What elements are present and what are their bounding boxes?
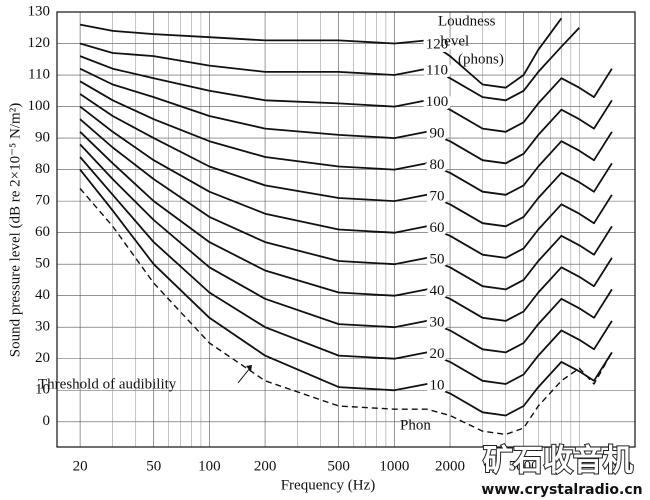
loudness-curve <box>79 169 613 417</box>
curve-label: 40 <box>429 283 444 299</box>
loudness-curve <box>79 118 613 291</box>
y-tick-label: 0 <box>43 413 51 429</box>
curve-label: 70 <box>429 188 444 204</box>
curve-label: 100 <box>426 94 449 110</box>
y-tick-label: 100 <box>28 98 51 114</box>
x-tick-label: 100 <box>198 458 221 474</box>
curve-label: 110 <box>426 62 448 78</box>
loudness-curve <box>79 105 613 259</box>
annotation-arrow <box>237 367 251 384</box>
y-axis-label: Sound pressure level (dB re 2×10⁻⁵ N/m²) <box>7 103 23 357</box>
x-tick-label: 50 <box>146 458 161 474</box>
y-tick-label: 30 <box>35 319 50 335</box>
y-tick-label: 10 <box>35 382 50 398</box>
loudness-curve <box>79 17 563 89</box>
y-tick-label: 120 <box>28 35 51 51</box>
lines-layer <box>79 17 613 436</box>
x-tick-label: 500 <box>327 458 350 474</box>
annotation-line: Loudness <box>438 13 496 29</box>
watermark-title: 矿石收音机 <box>483 444 633 479</box>
y-tick-label: 70 <box>35 193 50 209</box>
loudness-curve <box>79 80 613 196</box>
annotation-line: level <box>440 33 469 49</box>
annotation-line: (phons) <box>458 51 504 67</box>
threshold-annotation: Threshold of audibility <box>38 376 177 392</box>
y-tick-label: 50 <box>35 256 50 272</box>
arrow-head <box>246 365 252 372</box>
y-tick-label: 20 <box>35 350 50 366</box>
x-tick-label: 20 <box>73 458 88 474</box>
y-tick-label: 90 <box>35 130 50 146</box>
y-tick-label: 110 <box>28 66 50 82</box>
loudness-curve <box>79 131 613 322</box>
x-tick-label: 1000 <box>379 458 409 474</box>
watermark-url: www.crystalradio.cn <box>481 482 642 498</box>
loudness-annotation: Loudness level (phons) <box>438 13 504 67</box>
y-tick-label: 130 <box>28 3 51 19</box>
curve-label: 80 <box>429 157 444 173</box>
x-tick-label: 5000 <box>509 458 539 474</box>
labels-layer: 0 10 20 30 40 50 60 70 80 90 100 110 120 130 20 50 100 20… <box>28 3 539 474</box>
curve-label: 10 <box>429 378 444 394</box>
grid-layer <box>57 11 635 447</box>
curve-label: 50 <box>429 251 444 267</box>
loudness-curve <box>79 93 613 228</box>
curve-label: 20 <box>429 346 444 362</box>
x-tick-label: 200 <box>254 458 277 474</box>
threshold-curve <box>79 188 613 436</box>
y-tick-label: 80 <box>35 161 50 177</box>
loudness-curve <box>79 67 613 165</box>
loudness-curve <box>79 55 613 133</box>
curve-label: 90 <box>429 125 444 141</box>
plot-frame <box>56 11 636 448</box>
loudness-curve <box>79 143 613 354</box>
x-axis-label: Frequency (Hz) <box>281 477 376 493</box>
curve-label: 120 <box>426 37 449 53</box>
loudness-curve <box>79 156 613 385</box>
y-tick-label: 40 <box>35 287 50 303</box>
curve-label: 60 <box>429 220 444 236</box>
x-tick-label: 2000 <box>435 458 465 474</box>
phon-annotation: Phon <box>400 417 431 433</box>
curve-label: 30 <box>429 314 444 330</box>
y-tick-label: 60 <box>35 224 50 240</box>
loudness-curve <box>79 27 580 102</box>
